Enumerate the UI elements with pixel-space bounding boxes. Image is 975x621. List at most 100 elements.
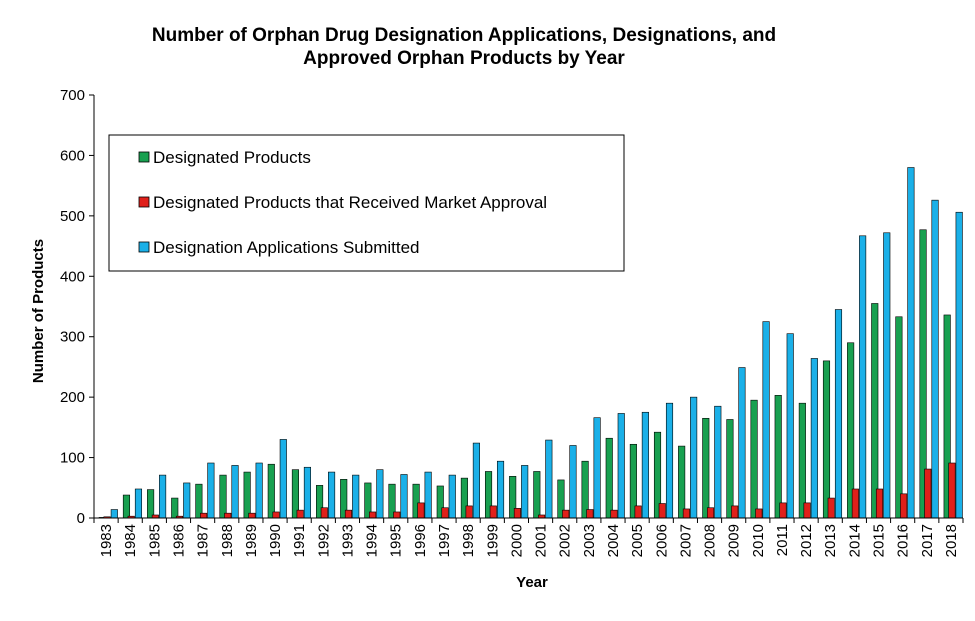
x-tick-label: 1996 — [412, 524, 429, 557]
bar-designated-1988 — [219, 474, 227, 519]
bar-applications-1995 — [400, 474, 408, 519]
bar-applications-2010 — [762, 321, 770, 519]
x-tick-label: 2010 — [750, 524, 767, 557]
x-tick-label: 2018 — [943, 524, 960, 557]
bar-applications-1996 — [424, 471, 432, 519]
legend-swatch-designated — [138, 151, 150, 163]
x-axis-ticks: 1983 1984 1985 1986 1987 1988 1989 1990 1991 1992… — [93, 518, 964, 557]
bar-designated-2015 — [871, 303, 879, 519]
bar-approved-2015 — [875, 488, 884, 519]
y-tick-label: 400 — [60, 268, 85, 285]
bar-designated-2009 — [726, 419, 734, 519]
bar-approved-2018 — [948, 462, 956, 519]
bar-applications-1991 — [303, 466, 311, 519]
bar-designated-2007 — [678, 445, 686, 519]
bar-applications-1986 — [183, 482, 191, 519]
bar-approved-1992 — [320, 507, 328, 519]
bar-applications-1993 — [352, 474, 360, 519]
x-axis-title: Year — [516, 574, 548, 591]
x-tick-label: 1992 — [315, 524, 332, 557]
x-tick-label: 2016 — [895, 524, 912, 557]
bar-applications-1987 — [207, 462, 215, 519]
bar-approved-1997 — [441, 507, 449, 519]
x-tick-label: 1991 — [291, 524, 308, 557]
bar-applications-1997 — [448, 474, 456, 519]
y-axis-title: Number of Products — [30, 239, 47, 383]
x-tick-label: 1984 — [122, 524, 139, 557]
y-tick-label: 0 — [77, 510, 85, 527]
bar-applications-2004 — [617, 413, 625, 519]
bar-approved-1998 — [465, 505, 473, 519]
bar-approved-2007 — [682, 508, 690, 519]
legend-box — [108, 134, 625, 272]
x-tick-label: 2001 — [533, 524, 550, 557]
x-tick-label: 1994 — [364, 524, 381, 557]
chart-title-line-2: Approved Orphan Products by Year — [303, 48, 625, 69]
x-tick-label: 2009 — [726, 524, 743, 557]
x-tick-label: 1985 — [146, 524, 163, 557]
bar-designated-2012 — [798, 402, 806, 519]
bar-approved-1991 — [296, 509, 304, 519]
x-tick-label: 2000 — [508, 524, 525, 557]
bar-applications-2012 — [810, 358, 818, 519]
y-tick-label: 600 — [60, 147, 85, 164]
bar-applications-2005 — [641, 411, 649, 519]
bar-approved-2004 — [610, 509, 618, 519]
bar-applications-2018 — [955, 211, 963, 519]
bar-approved-2005 — [634, 505, 642, 519]
bar-applications-1985 — [159, 474, 167, 519]
bar-approved-2002 — [562, 509, 570, 519]
bar-applications-2000 — [521, 465, 529, 519]
legend-swatch-applications — [138, 241, 150, 253]
bar-applications-2002 — [569, 445, 577, 519]
bar-applications-1992 — [328, 471, 336, 519]
x-tick-label: 2008 — [702, 524, 719, 557]
x-tick-label: 1983 — [98, 524, 115, 557]
bar-applications-2016 — [907, 167, 915, 519]
x-tick-label: 2014 — [846, 524, 863, 557]
bar-applications-2006 — [665, 402, 674, 519]
bar-approved-1999 — [489, 505, 497, 519]
bar-approved-1996 — [417, 502, 425, 519]
bar-approved-2014 — [851, 488, 859, 519]
y-tick-label: 100 — [60, 450, 85, 467]
y-tick-label: 500 — [60, 208, 85, 225]
x-tick-label: 2005 — [629, 524, 646, 557]
bar-applications-2014 — [859, 235, 867, 519]
bar-approved-1987 — [200, 512, 208, 519]
bar-designated-2004 — [605, 437, 613, 519]
x-tick-label: 2004 — [605, 524, 622, 557]
bar-approved-1993 — [344, 509, 353, 519]
bar-applications-1998 — [472, 442, 480, 519]
bar-approved-1994 — [369, 511, 377, 519]
bar-designated-1985 — [147, 489, 155, 519]
bar-designated-2011 — [774, 395, 782, 519]
legend-label-applications: Designation Applications Submitted — [153, 238, 420, 257]
x-tick-label: 2012 — [798, 524, 815, 557]
bar-designated-2001 — [533, 471, 541, 519]
x-tick-label: 1997 — [436, 524, 453, 557]
x-tick-label: 1987 — [195, 524, 212, 557]
bar-applications-1999 — [496, 460, 505, 519]
legend-label-approved: Designated Products that Received Market… — [153, 193, 547, 212]
x-tick-label: 2003 — [581, 524, 598, 557]
bar-approved-2000 — [513, 508, 521, 519]
bar-approved-2009 — [731, 505, 739, 519]
bar-designated-2008 — [702, 417, 710, 519]
bar-applications-2009 — [738, 367, 746, 519]
bar-applications-2001 — [545, 439, 553, 519]
bar-designated-2010 — [750, 399, 758, 519]
y-tick-label: 300 — [60, 329, 85, 346]
bar-designated-1984 — [122, 494, 131, 519]
bar-designated-1986 — [171, 497, 179, 519]
x-tick-label: 2011 — [774, 524, 791, 556]
chart-title-line-1: Number of Orphan Drug Designation Applic… — [152, 25, 776, 46]
x-tick-label: 2015 — [871, 524, 888, 557]
x-tick-label: 1993 — [339, 524, 356, 557]
y-axis-ticks: 0 100 200 300 400 500 600 700 — [60, 87, 94, 527]
bar-approved-2017 — [924, 468, 932, 519]
bar-applications-2011 — [786, 333, 794, 519]
bar-approved-1990 — [272, 511, 280, 519]
bar-applications-2015 — [883, 232, 891, 519]
